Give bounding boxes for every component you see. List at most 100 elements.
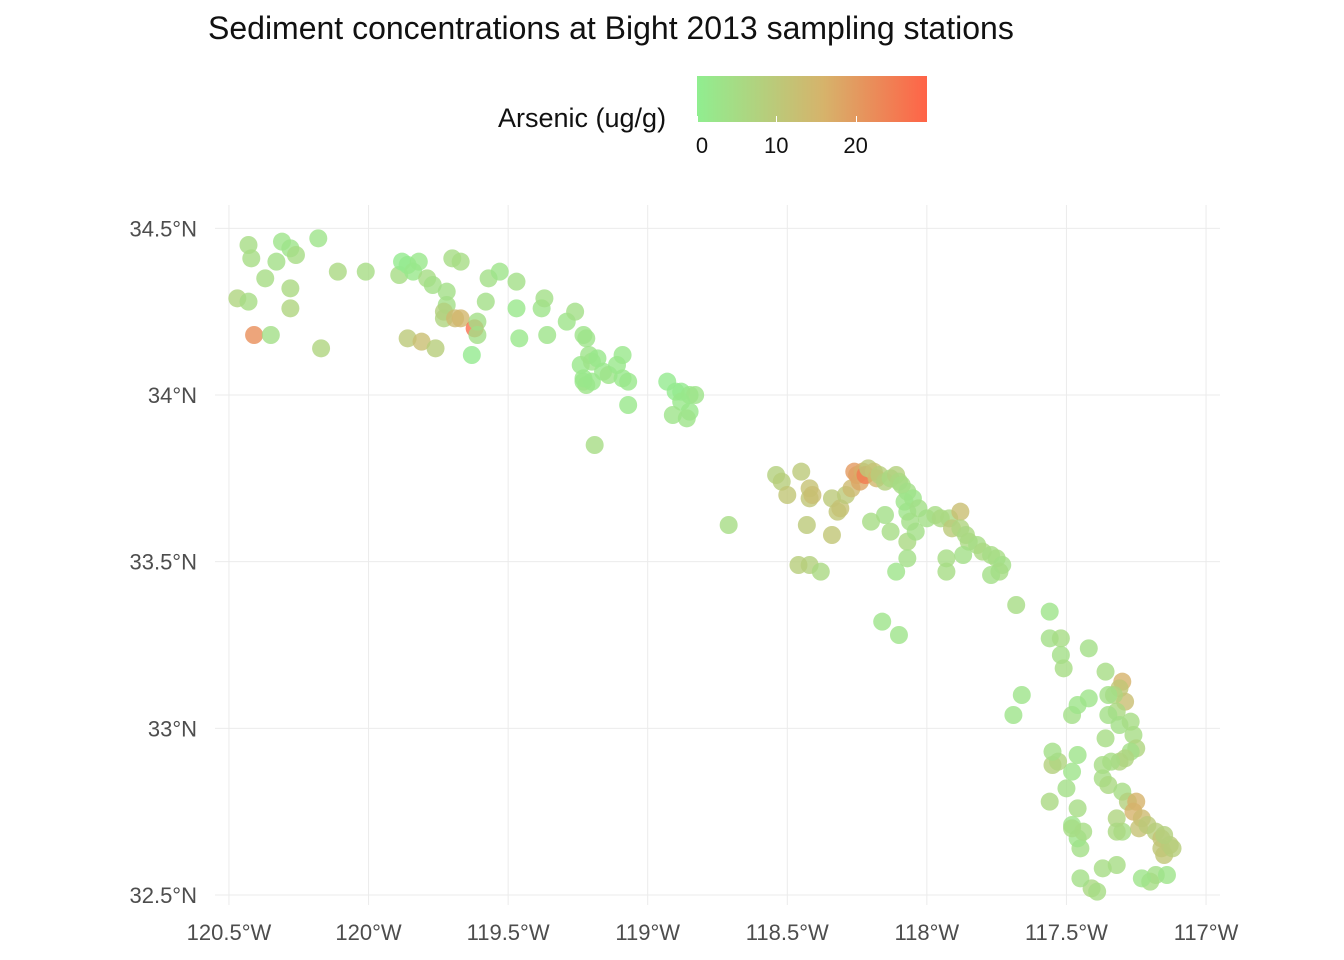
station-point	[1012, 686, 1031, 704]
station-point	[873, 612, 892, 631]
station-point	[398, 329, 417, 348]
station-point	[328, 262, 347, 281]
plot-panel	[215, 205, 1220, 905]
station-point	[437, 282, 456, 301]
station-point	[1163, 839, 1182, 858]
station-point	[1093, 756, 1112, 774]
station-point	[1099, 686, 1118, 704]
station-point	[261, 326, 280, 344]
chart-title: Sediment concentrations at Bight 2013 sa…	[208, 10, 1014, 46]
x-tick-label: 118°W	[895, 920, 960, 945]
station-point	[1068, 799, 1087, 818]
station-point	[490, 262, 509, 281]
station-point	[951, 502, 970, 521]
station-point	[412, 332, 431, 351]
station-point	[585, 436, 604, 454]
station-point	[778, 486, 797, 504]
y-tick-label: 32.5°N	[129, 883, 197, 908]
station-point	[822, 526, 841, 544]
station-point	[468, 312, 487, 331]
station-point	[1040, 602, 1059, 621]
station-point	[663, 406, 682, 424]
station-point	[862, 512, 881, 531]
station-point	[1099, 706, 1118, 724]
legend-tick-mark	[776, 116, 778, 122]
station-point	[1063, 762, 1082, 781]
y-tick-label: 33°N	[148, 716, 197, 741]
station-point	[1088, 882, 1107, 901]
station-point	[898, 549, 917, 568]
station-point	[887, 562, 906, 581]
station-point	[577, 329, 596, 348]
station-point	[1057, 779, 1076, 798]
station-point	[1051, 629, 1070, 648]
station-point	[451, 309, 470, 328]
legend-tick-mark	[855, 116, 857, 122]
station-point	[256, 269, 275, 288]
station-point	[451, 252, 470, 271]
station-point	[677, 409, 696, 428]
station-point	[1107, 809, 1126, 828]
station-point	[1157, 866, 1176, 884]
scatter-points	[228, 229, 1182, 901]
station-point	[1071, 869, 1090, 888]
station-point	[881, 522, 900, 541]
station-point	[423, 276, 442, 294]
station-point	[507, 299, 526, 318]
y-tick-label: 34.5°N	[129, 216, 197, 241]
station-point	[356, 262, 375, 281]
y-tick-label: 34°N	[148, 383, 197, 408]
station-point	[1107, 822, 1126, 841]
y-axis: 32.5°N 33°N 33.5°N 34°N 34.5°N	[129, 216, 197, 908]
station-point	[1054, 659, 1073, 678]
station-point	[245, 326, 264, 344]
station-point	[312, 339, 331, 358]
station-point	[1063, 819, 1082, 838]
legend-tick-label: 0	[695, 133, 709, 158]
x-tick-label: 119.5°W	[467, 920, 550, 945]
station-point	[1099, 776, 1118, 794]
legend-tick-mark	[697, 116, 698, 122]
station-point	[1079, 639, 1098, 658]
station-point	[982, 566, 1001, 584]
station-point	[1107, 856, 1126, 874]
station-point	[281, 279, 300, 298]
station-point	[789, 556, 808, 574]
x-tick-label: 119°W	[615, 920, 680, 945]
station-point	[1040, 792, 1059, 811]
legend-title: Arsenic (ug/g)	[498, 103, 667, 133]
station-point	[242, 249, 261, 268]
legend-tick-label: 10	[764, 133, 789, 158]
x-tick-label: 117.5°W	[1025, 920, 1108, 945]
station-point	[1043, 742, 1062, 761]
x-tick-label: 120.5°W	[187, 920, 272, 945]
station-point	[1007, 596, 1026, 614]
station-point	[619, 396, 638, 414]
station-point	[1079, 689, 1098, 708]
station-point	[239, 292, 258, 311]
station-point	[889, 626, 908, 644]
station-point	[1093, 859, 1112, 878]
station-point	[619, 372, 638, 391]
station-point	[507, 272, 526, 291]
station-point	[906, 522, 925, 541]
station-point	[267, 252, 286, 271]
station-point	[803, 486, 822, 504]
station-point	[1004, 706, 1023, 724]
station-point	[566, 302, 585, 321]
legend-colorbar	[697, 76, 927, 122]
station-point	[1155, 826, 1174, 844]
station-point	[876, 506, 894, 524]
station-point	[1132, 869, 1151, 888]
station-point	[462, 346, 481, 364]
station-point	[281, 299, 300, 318]
station-point	[1096, 662, 1115, 681]
station-point	[937, 562, 956, 581]
station-point	[792, 462, 811, 481]
station-point	[811, 562, 830, 581]
x-tick-label: 117°W	[1174, 920, 1239, 945]
station-point	[510, 329, 529, 348]
y-tick-label: 33.5°N	[129, 550, 197, 575]
station-point	[426, 339, 445, 358]
